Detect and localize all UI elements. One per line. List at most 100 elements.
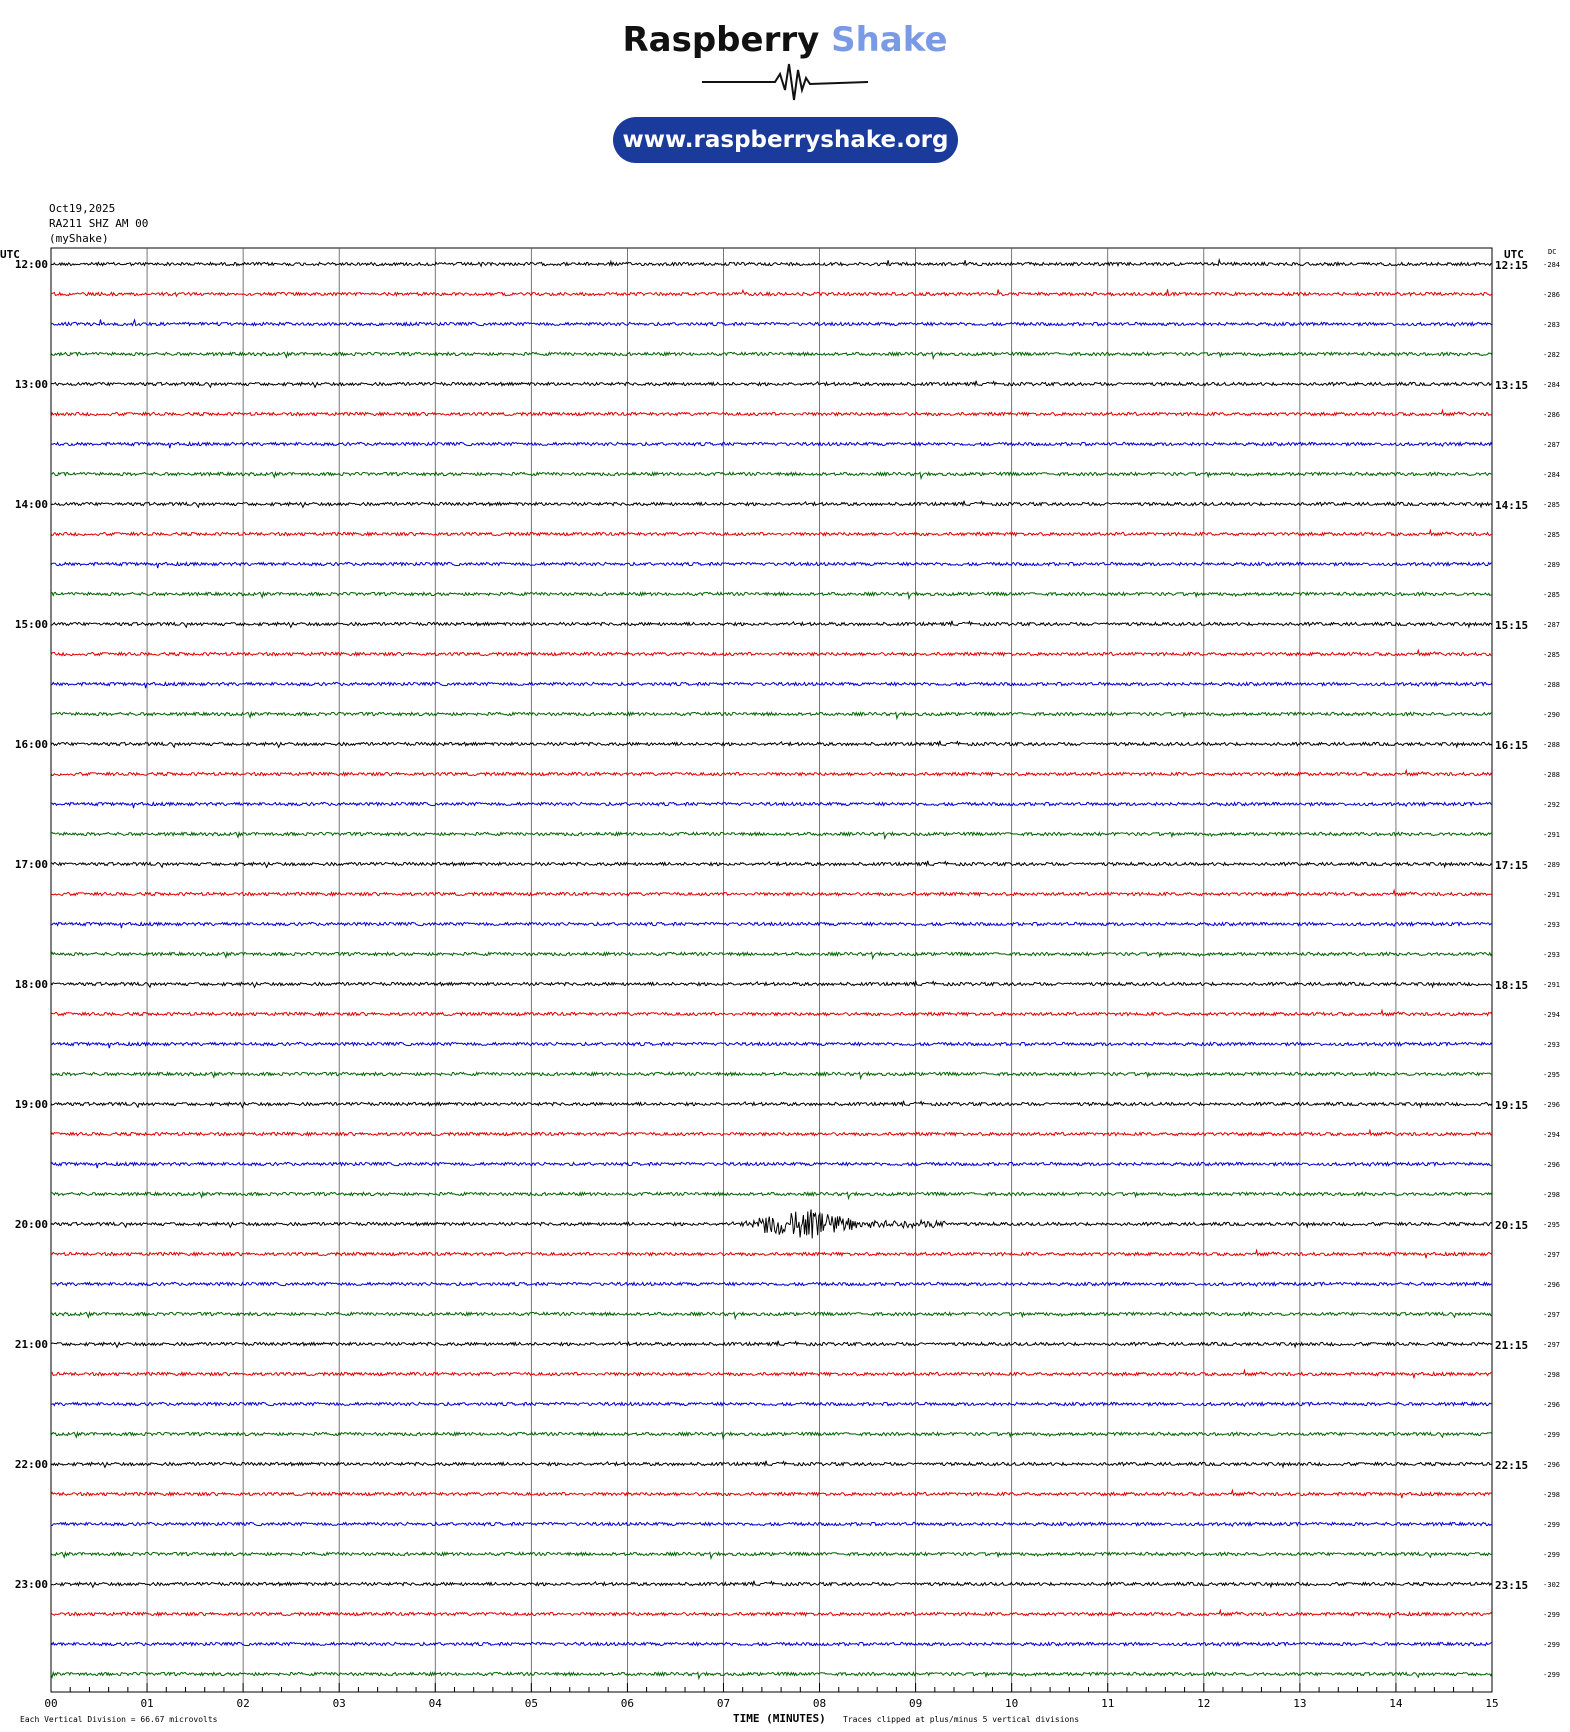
dc-value-label: -288 bbox=[1543, 771, 1560, 779]
hour-label-right: 21:15 bbox=[1495, 1339, 1528, 1352]
dc-value-label: -296 bbox=[1543, 1101, 1560, 1109]
dc-value-label: -298 bbox=[1543, 1491, 1560, 1499]
seismic-trace bbox=[50, 1608, 1493, 1619]
hour-label-left: 21:00 bbox=[15, 1338, 48, 1351]
seismic-trace bbox=[50, 1460, 1493, 1469]
dc-value-label: -299 bbox=[1543, 1611, 1560, 1619]
seismic-trace bbox=[50, 860, 1493, 869]
dc-value-label: -291 bbox=[1543, 981, 1560, 989]
seismic-trace bbox=[50, 1041, 1493, 1049]
hour-label-left: 19:00 bbox=[15, 1098, 48, 1111]
seismic-trace bbox=[50, 980, 1493, 989]
hour-label-left: 17:00 bbox=[15, 858, 48, 871]
hour-label-right: 17:15 bbox=[1495, 859, 1528, 872]
hour-label-right: 18:15 bbox=[1495, 979, 1528, 992]
dc-value-label: -291 bbox=[1543, 831, 1560, 839]
seismic-trace bbox=[50, 470, 1493, 481]
division-note: Each Vertical Division = 66.67 microvolt… bbox=[20, 1715, 218, 1724]
x-axis-title: TIME (MINUTES) bbox=[733, 1712, 826, 1725]
seismic-trace bbox=[50, 1161, 1493, 1169]
seismic-trace bbox=[50, 350, 1493, 361]
seismic-trace bbox=[50, 648, 1493, 658]
dc-value-label: -299 bbox=[1543, 1521, 1560, 1529]
hour-label-left: 16:00 bbox=[15, 738, 48, 751]
seismic-trace bbox=[50, 1209, 1493, 1239]
dc-value-label: -285 bbox=[1543, 651, 1560, 659]
seismic-trace bbox=[50, 441, 1493, 449]
brand-name-part1: Raspberry bbox=[622, 20, 820, 60]
seismic-trace bbox=[50, 1550, 1493, 1561]
dc-value-label: -296 bbox=[1543, 1461, 1560, 1469]
grid-lines bbox=[50, 247, 1493, 1693]
seismic-trace bbox=[50, 288, 1493, 298]
dc-value-label: -285 bbox=[1543, 501, 1560, 509]
hour-label-left: 13:00 bbox=[15, 378, 48, 391]
seismic-trace bbox=[50, 888, 1493, 898]
hour-label-left: 18:00 bbox=[15, 978, 48, 991]
dc-value-label: -293 bbox=[1543, 951, 1560, 959]
utc-axis-label-left: UTC bbox=[0, 248, 20, 261]
seismic-trace bbox=[50, 408, 1493, 418]
seismic-trace bbox=[50, 1488, 1493, 1499]
seismic-trace bbox=[50, 830, 1493, 841]
x-tick-label: 15 bbox=[1485, 1697, 1498, 1710]
x-tick-label: 02 bbox=[237, 1697, 250, 1710]
dc-value-label: -291 bbox=[1543, 891, 1560, 899]
dc-value-label: -296 bbox=[1543, 1281, 1560, 1289]
seismic-trace bbox=[50, 1190, 1493, 1201]
x-tick-label: 03 bbox=[333, 1697, 346, 1710]
x-tick-label: 05 bbox=[525, 1697, 538, 1710]
dc-value-label: -296 bbox=[1543, 1161, 1560, 1169]
website-url-link[interactable]: www.raspberryshake.org bbox=[613, 117, 958, 163]
plot-frame bbox=[50, 247, 1493, 1693]
hour-label-left: 12:00 bbox=[15, 258, 48, 271]
x-tick-label: 06 bbox=[621, 1697, 634, 1710]
seismic-trace bbox=[50, 1401, 1493, 1407]
utc-axis-label-right: UTC bbox=[1504, 248, 1524, 261]
axis-labels: -284 -286 -283 -282 -284 -286 -287 -284 -285 -285… bbox=[0, 248, 1560, 1725]
dc-value-label: -299 bbox=[1543, 1671, 1560, 1679]
dc-value-label: -286 bbox=[1543, 411, 1560, 419]
seismic-trace bbox=[50, 1641, 1493, 1647]
seismic-trace bbox=[50, 380, 1493, 389]
dc-value-label: -282 bbox=[1543, 351, 1560, 359]
hour-label-right: 22:15 bbox=[1495, 1459, 1528, 1472]
hour-label-left: 22:00 bbox=[15, 1458, 48, 1471]
x-tick-label: 07 bbox=[717, 1697, 730, 1710]
dc-value-label: -285 bbox=[1543, 531, 1560, 539]
dc-value-label: -296 bbox=[1543, 1401, 1560, 1409]
dc-value-label: -288 bbox=[1543, 741, 1560, 749]
hour-label-right: 19:15 bbox=[1495, 1099, 1528, 1112]
seismic-trace bbox=[50, 1008, 1493, 1018]
seismic-trace bbox=[50, 950, 1493, 961]
seismic-trace bbox=[50, 590, 1493, 601]
dc-value-label: -297 bbox=[1543, 1251, 1560, 1259]
seismic-trace bbox=[50, 921, 1493, 929]
dc-value-label: -294 bbox=[1543, 1131, 1560, 1139]
dc-value-label: -293 bbox=[1543, 921, 1560, 929]
dc-value-label: -290 bbox=[1543, 711, 1560, 719]
plot-date: Oct19,2025 bbox=[49, 202, 116, 215]
dc-value-label: -299 bbox=[1543, 1641, 1560, 1649]
x-tick-label: 12 bbox=[1197, 1697, 1210, 1710]
dc-value-label: -286 bbox=[1543, 291, 1560, 299]
hour-label-right: 16:15 bbox=[1495, 739, 1528, 752]
x-tick-label: 10 bbox=[1005, 1697, 1018, 1710]
seismic-traces bbox=[50, 257, 1493, 1681]
brand-title: Raspberry Shake bbox=[0, 20, 1570, 60]
dc-value-label: -285 bbox=[1543, 591, 1560, 599]
seismic-trace bbox=[50, 801, 1493, 809]
seismic-trace bbox=[50, 1580, 1493, 1589]
x-tick-label: 11 bbox=[1101, 1697, 1114, 1710]
dc-value-label: -299 bbox=[1543, 1551, 1560, 1559]
seismic-trace bbox=[50, 1368, 1493, 1379]
seismic-trace bbox=[50, 1521, 1493, 1527]
seismic-trace bbox=[50, 620, 1493, 629]
dc-value-label: -293 bbox=[1543, 1041, 1560, 1049]
hour-label-left: 23:00 bbox=[15, 1578, 48, 1591]
x-tick-label: 04 bbox=[429, 1697, 443, 1710]
dc-value-label: -298 bbox=[1543, 1191, 1560, 1199]
dc-value-label: -284 bbox=[1543, 471, 1560, 479]
seismic-trace bbox=[50, 740, 1493, 749]
